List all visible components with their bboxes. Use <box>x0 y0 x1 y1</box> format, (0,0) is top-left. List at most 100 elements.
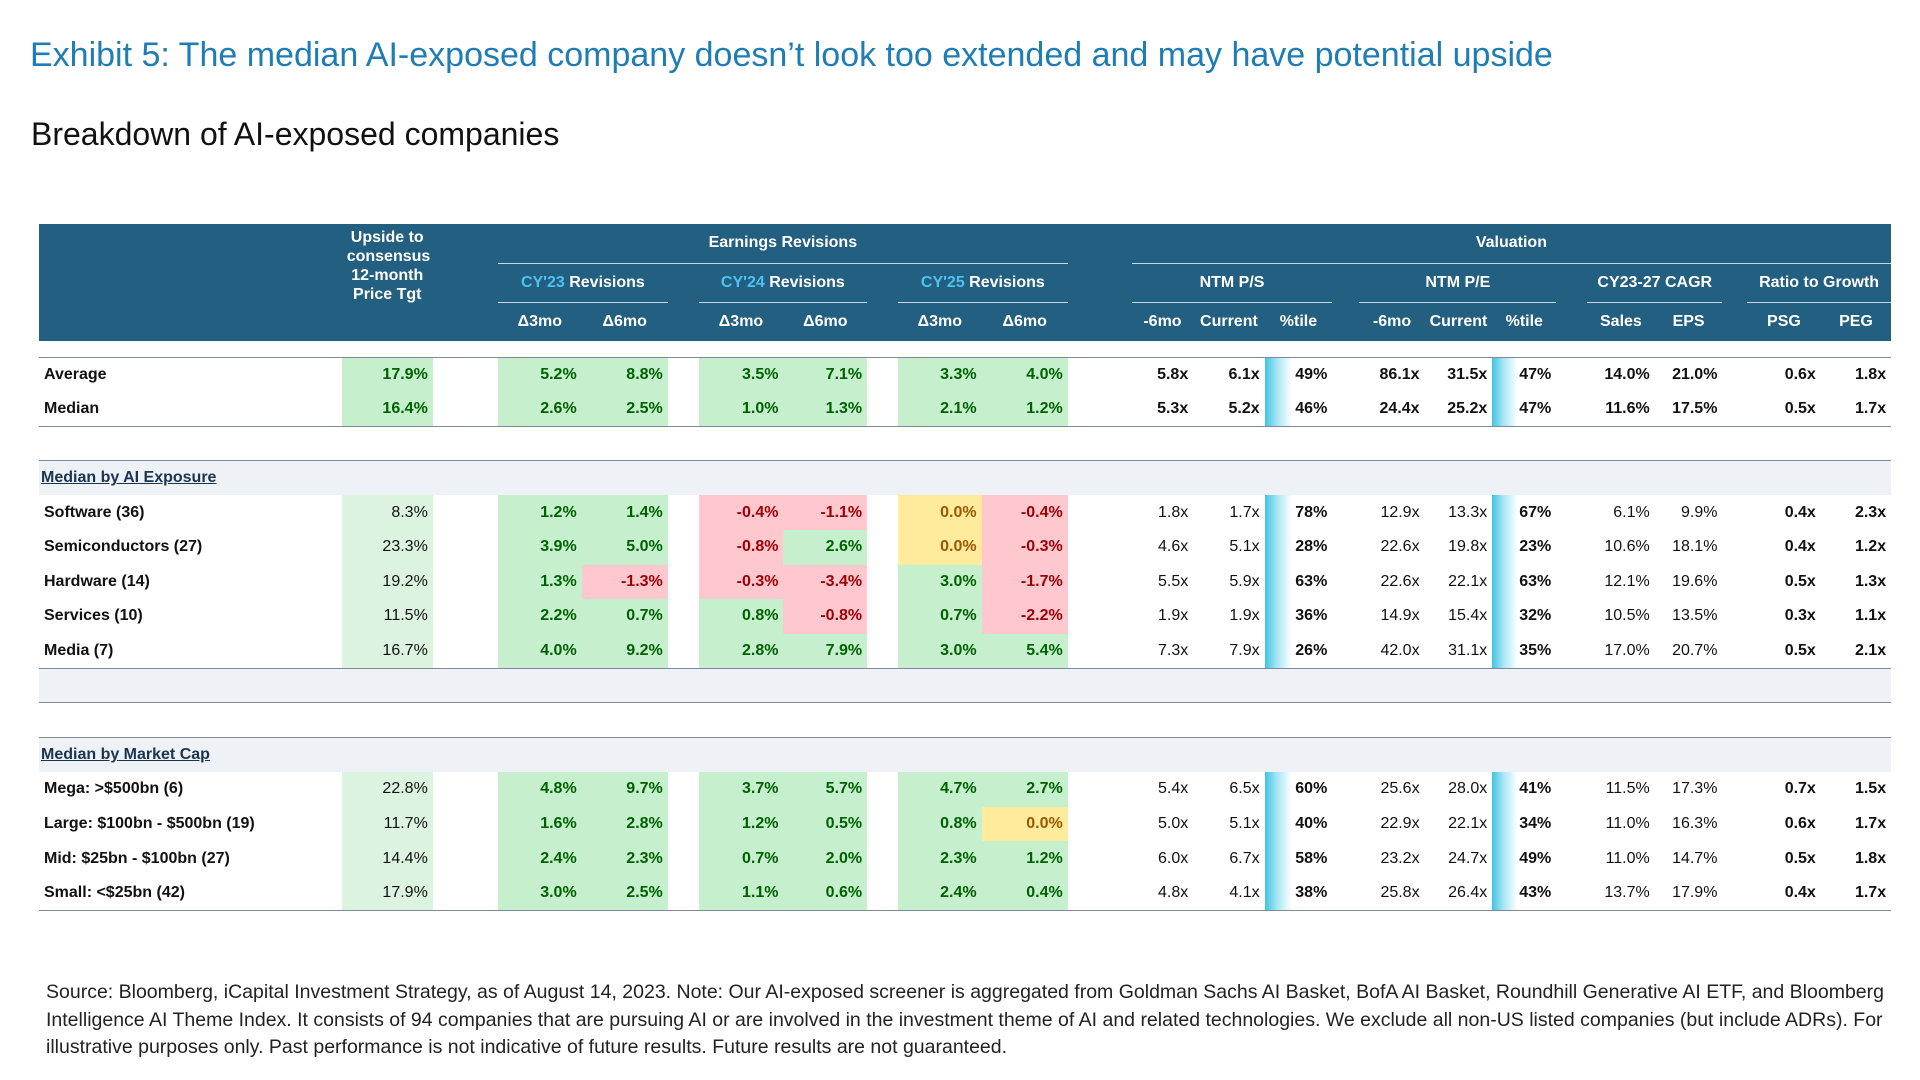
gap <box>1722 634 1747 669</box>
row-label: Mega: >$500bn (6) <box>44 780 184 798</box>
blank-cell <box>39 341 342 358</box>
table-row: Median 16.4% 2.6% 2.5% 1.0% 1.3% 2.1% 1.2% 5.3x 5… <box>39 391 1892 427</box>
column-header: Δ3mo <box>897 302 982 341</box>
gap <box>433 634 498 669</box>
gap <box>1556 495 1587 530</box>
column-header: PSG <box>1747 302 1821 341</box>
gap <box>668 530 699 565</box>
value-cell: 6.1% <box>1613 503 1650 521</box>
table-row: Software (36) 8.3% 1.2% 1.4% -0.4% -1.1% 0.0% -… <box>39 495 1891 530</box>
blank-cell <box>1722 702 1748 738</box>
gap <box>667 263 699 302</box>
value-cell: 4.8x <box>1131 875 1194 911</box>
gap <box>1068 357 1132 392</box>
gap <box>668 841 699 876</box>
gap <box>1556 357 1587 392</box>
header-row: Δ3mo Δ6mo Δ3mo Δ6mo Δ3mo Δ6mo -6mo Current %tile… <box>39 302 1892 341</box>
value-cell: 6.1x <box>1228 365 1260 383</box>
value-cell: 2.3% <box>581 841 668 876</box>
blank-cell <box>1587 702 1655 738</box>
value-cell: 58% <box>1264 841 1333 876</box>
gap <box>668 772 699 807</box>
blank-cell <box>1424 702 1493 738</box>
blank-cell <box>1067 341 1132 358</box>
upside-header-line: Price Tgt <box>353 286 422 303</box>
blank-cell <box>783 667 868 703</box>
value-cell: 1.2x <box>1854 538 1887 556</box>
gap <box>432 224 498 341</box>
blank-cell <box>1492 702 1557 738</box>
revision-label: Revisions <box>569 273 645 291</box>
value-cell: 0.6x <box>1784 365 1816 383</box>
value-cell: 5.0% <box>581 529 668 565</box>
blank-cell <box>432 425 498 461</box>
blank-cell <box>1332 341 1360 358</box>
section-row: Median by Market Cap <box>39 737 1892 773</box>
valuation-header: Valuation <box>1131 224 1892 264</box>
value-cell: 11.5% <box>1605 780 1650 798</box>
blank-cell <box>1193 702 1265 738</box>
value-cell: 0.0% <box>897 495 982 530</box>
blank-cell <box>1722 341 1748 358</box>
blank-cell <box>1359 667 1425 703</box>
value-cell: 2.4% <box>897 875 982 911</box>
value-cell: 17.5% <box>1654 391 1723 427</box>
value-cell: -0.4% <box>698 495 784 530</box>
gap <box>1722 391 1748 427</box>
column-header: Current <box>1193 302 1265 341</box>
gap <box>867 263 898 302</box>
value-cell: 0.4x <box>1784 503 1816 521</box>
blank-cell <box>432 702 498 738</box>
gap <box>433 357 498 392</box>
value-cell: 3.0% <box>897 633 982 669</box>
gap <box>667 391 699 427</box>
table-row: Mega: >$500bn (6) 22.8% 4.8% 9.7% 3.7% 5.7% 4.… <box>39 772 1891 807</box>
value-cell: 38% <box>1264 875 1333 911</box>
upside-header: Upside to consensus 12-month Price Tgt <box>341 224 433 341</box>
blank-cell <box>341 341 433 358</box>
value-cell: 7.9x <box>1229 641 1260 659</box>
value-cell: 4.7% <box>897 772 982 807</box>
gap <box>867 530 898 565</box>
blank-cell <box>1820 341 1892 358</box>
value-cell: 8.8% <box>581 357 668 392</box>
row-label: Semiconductors (27) <box>44 538 203 556</box>
value-cell: 13.5% <box>1672 607 1718 625</box>
column-header: Sales <box>1587 302 1655 341</box>
value-cell: 28.0x <box>1448 780 1488 798</box>
gap <box>1068 599 1132 634</box>
value-cell: 15.4x <box>1448 607 1488 625</box>
row-label: Median <box>39 391 342 427</box>
value-cell: 5.4% <box>981 633 1068 669</box>
value-cell: -0.3% <box>981 529 1068 565</box>
value-cell: 1.1x <box>1854 607 1887 625</box>
earnings-header: Earnings Revisions <box>497 224 1068 264</box>
value-cell: -3.4% <box>783 564 868 600</box>
blank-cell <box>698 667 784 703</box>
value-cell: -1.7% <box>981 564 1068 600</box>
gap <box>668 807 699 842</box>
value-cell: 25.8x <box>1359 875 1425 911</box>
value-cell: 17.9% <box>341 357 433 392</box>
column-header: Δ3mo <box>698 302 784 341</box>
blank-cell <box>1654 667 1723 703</box>
value-cell: 9.2% <box>581 633 668 669</box>
value-cell: 1.2% <box>981 391 1068 427</box>
value-cell: 1.7x <box>1820 391 1892 427</box>
value-cell: 0.7% <box>897 599 982 634</box>
blank-cell <box>1747 425 1821 461</box>
blank-cell <box>1193 425 1265 461</box>
table-row: Small: <$25bn (42) 17.9% 3.0% 2.5% 1.1% 0.6% 2… <box>39 875 1892 911</box>
value-cell: 2.7% <box>981 772 1068 807</box>
value-cell: 1.2% <box>981 841 1068 876</box>
upside-header-line: consensus <box>346 248 431 265</box>
table-row: Average 17.9% 5.2% 8.8% 3.5% 7.1% 3.3% 4.0% 5.8x… <box>39 357 1891 392</box>
blank-cell <box>1556 425 1588 461</box>
blank-cell <box>432 341 498 358</box>
blank-cell <box>581 702 668 738</box>
value-cell: 5.0x <box>1157 815 1189 833</box>
blank-cell <box>1654 425 1723 461</box>
value-cell: 1.7x <box>1854 815 1887 833</box>
blank-cell <box>1587 341 1655 358</box>
subtitle: Breakdown of AI-exposed companies <box>31 116 560 152</box>
